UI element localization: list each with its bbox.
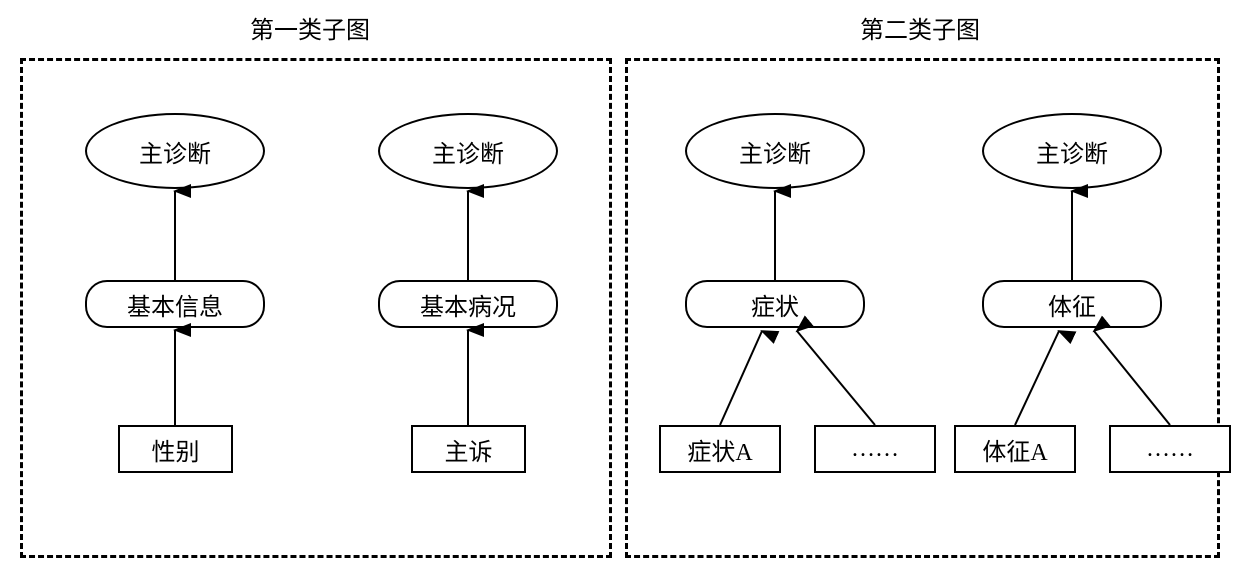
node-label: 基本信息 (127, 287, 223, 322)
node-main-diagnosis-3: 主诊断 (685, 113, 865, 189)
node-label: 基本病况 (420, 287, 516, 322)
node-symptom: 症状 (685, 280, 865, 328)
node-sign: 体征 (982, 280, 1162, 328)
node-symptom-a: 症状A (659, 425, 781, 473)
node-chief-complaint: 主诉 (411, 425, 526, 473)
node-main-diagnosis-2: 主诊断 (378, 113, 558, 189)
node-label: 主诉 (445, 432, 493, 467)
node-label: 主诊断 (739, 134, 811, 169)
node-label: 症状A (687, 432, 752, 467)
diagram-canvas: { "layout": { "canvas": { "width": 1239,… (0, 0, 1239, 581)
node-label: …… (851, 436, 899, 463)
panel-title-right: 第二类子图 (810, 10, 1030, 45)
node-label: …… (1146, 436, 1194, 463)
node-main-diagnosis-1: 主诊断 (85, 113, 265, 189)
node-label: 主诊断 (139, 134, 211, 169)
node-main-diagnosis-4: 主诊断 (982, 113, 1162, 189)
node-label: 症状 (751, 287, 799, 322)
node-sign-more: …… (1109, 425, 1231, 473)
node-basic-condition: 基本病况 (378, 280, 558, 328)
node-label: 主诊断 (432, 134, 504, 169)
node-label: 主诊断 (1036, 134, 1108, 169)
node-label: 体征A (982, 432, 1047, 467)
node-label: 性别 (152, 432, 200, 467)
node-gender: 性别 (118, 425, 233, 473)
node-symptom-more: …… (814, 425, 936, 473)
node-label: 体征 (1048, 287, 1096, 322)
panel-title-left: 第一类子图 (200, 10, 420, 45)
node-sign-a: 体征A (954, 425, 1076, 473)
node-basic-info: 基本信息 (85, 280, 265, 328)
